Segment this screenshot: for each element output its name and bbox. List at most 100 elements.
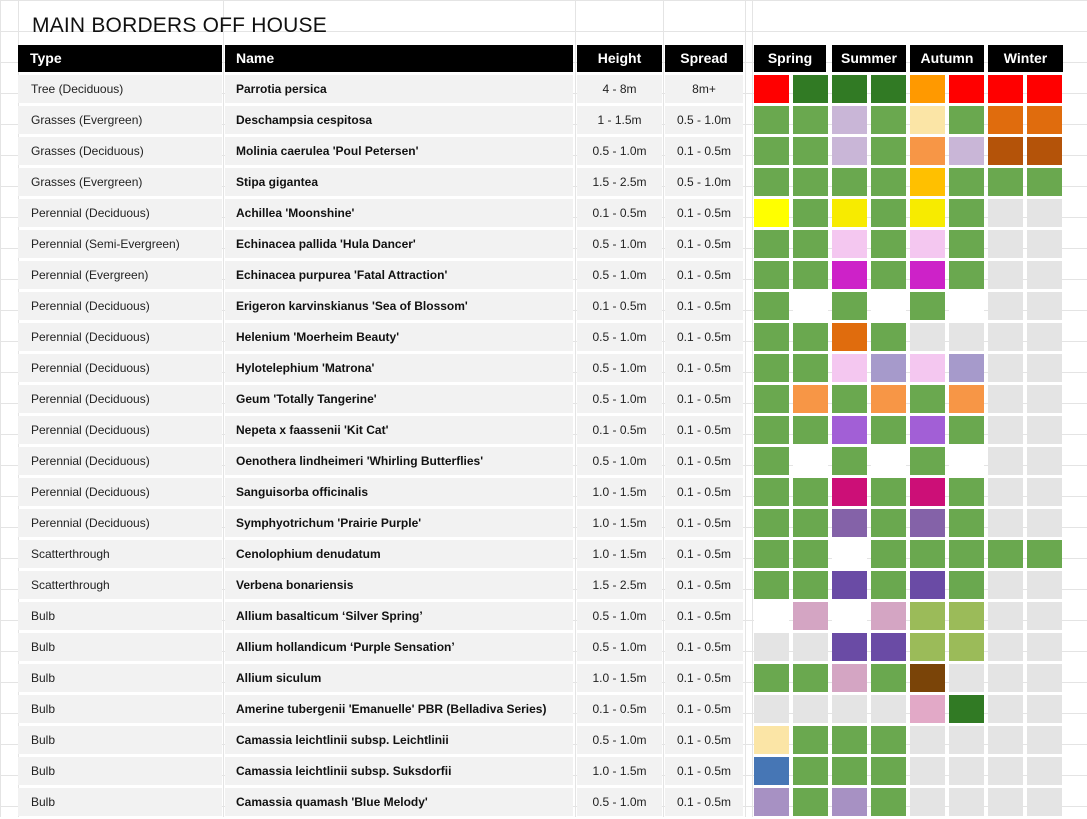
autumn-colour-cell[interactable] [910,602,945,630]
autumn-colour-cell[interactable] [949,75,984,103]
winter-colour-cell[interactable] [1027,230,1062,258]
spring-colour-cell[interactable] [793,385,828,413]
autumn-colour-cell[interactable] [910,478,945,506]
summer-colour-cell[interactable] [832,75,867,103]
winter-colour-cell[interactable] [988,664,1023,692]
winter-colour-cell[interactable] [988,726,1023,754]
spread-cell[interactable]: 0.1 - 0.5m [665,447,743,475]
height-cell[interactable]: 0.5 - 1.0m [577,230,662,258]
winter-colour-cell[interactable] [988,137,1023,165]
summer-colour-cell[interactable] [832,447,867,475]
summer-colour-cell[interactable] [832,416,867,444]
summer-colour-cell[interactable] [871,695,906,723]
height-cell[interactable]: 1.0 - 1.5m [577,540,662,568]
height-cell[interactable]: 0.1 - 0.5m [577,292,662,320]
summer-colour-cell[interactable] [832,292,867,320]
plant-name-cell[interactable]: Camassia leichtlinii subsp. Leichtlinii [225,726,573,754]
winter-colour-cell[interactable] [988,602,1023,630]
plant-type-cell[interactable]: Bulb [18,633,222,661]
autumn-colour-cell[interactable] [949,478,984,506]
plant-name-cell[interactable]: Erigeron karvinskianus 'Sea of Blossom' [225,292,573,320]
summer-colour-cell[interactable] [832,106,867,134]
spread-cell[interactable]: 0.1 - 0.5m [665,292,743,320]
winter-colour-cell[interactable] [988,199,1023,227]
winter-colour-cell[interactable] [1027,137,1062,165]
spring-colour-cell[interactable] [793,199,828,227]
spring-colour-cell[interactable] [793,137,828,165]
autumn-colour-cell[interactable] [910,230,945,258]
summer-colour-cell[interactable] [871,633,906,661]
autumn-colour-cell[interactable] [949,664,984,692]
spring-colour-cell[interactable] [754,540,789,568]
plant-name-cell[interactable]: Oenothera lindheimeri 'Whirling Butterfl… [225,447,573,475]
summer-colour-cell[interactable] [832,633,867,661]
header-spread[interactable]: Spread [665,45,743,72]
plant-name-cell[interactable]: Symphyotrichum 'Prairie Purple' [225,509,573,537]
spring-colour-cell[interactable] [754,292,789,320]
spread-cell[interactable]: 0.1 - 0.5m [665,695,743,723]
summer-colour-cell[interactable] [832,788,867,816]
autumn-colour-cell[interactable] [949,106,984,134]
autumn-colour-cell[interactable] [949,199,984,227]
autumn-colour-cell[interactable] [949,540,984,568]
plant-name-cell[interactable]: Deschampsia cespitosa [225,106,573,134]
autumn-colour-cell[interactable] [910,261,945,289]
summer-colour-cell[interactable] [871,168,906,196]
spread-cell[interactable]: 0.1 - 0.5m [665,323,743,351]
height-cell[interactable]: 4 - 8m [577,75,662,103]
autumn-colour-cell[interactable] [949,571,984,599]
winter-colour-cell[interactable] [1027,540,1062,568]
spread-cell[interactable]: 8m+ [665,75,743,103]
spring-colour-cell[interactable] [754,788,789,816]
plant-name-cell[interactable]: Geum 'Totally Tangerine' [225,385,573,413]
autumn-colour-cell[interactable] [949,416,984,444]
spring-colour-cell[interactable] [754,137,789,165]
autumn-colour-cell[interactable] [949,757,984,785]
header-height[interactable]: Height [577,45,662,72]
spring-colour-cell[interactable] [793,540,828,568]
spread-cell[interactable]: 0.1 - 0.5m [665,478,743,506]
winter-colour-cell[interactable] [1027,726,1062,754]
plant-type-cell[interactable]: Perennial (Deciduous) [18,385,222,413]
plant-type-cell[interactable]: Bulb [18,602,222,630]
plant-name-cell[interactable]: Achillea 'Moonshine' [225,199,573,227]
autumn-colour-cell[interactable] [949,447,984,475]
summer-colour-cell[interactable] [832,664,867,692]
plant-type-cell[interactable]: Grasses (Deciduous) [18,137,222,165]
winter-colour-cell[interactable] [1027,416,1062,444]
height-cell[interactable]: 0.1 - 0.5m [577,199,662,227]
autumn-colour-cell[interactable] [949,695,984,723]
summer-colour-cell[interactable] [832,726,867,754]
height-cell[interactable]: 1.0 - 1.5m [577,757,662,785]
header-type[interactable]: Type [18,45,222,72]
autumn-colour-cell[interactable] [910,695,945,723]
height-cell[interactable]: 0.5 - 1.0m [577,726,662,754]
height-cell[interactable]: 0.5 - 1.0m [577,323,662,351]
height-cell[interactable]: 0.5 - 1.0m [577,261,662,289]
autumn-colour-cell[interactable] [949,726,984,754]
spring-colour-cell[interactable] [793,633,828,661]
spread-cell[interactable]: 0.1 - 0.5m [665,199,743,227]
spring-colour-cell[interactable] [793,602,828,630]
autumn-colour-cell[interactable] [910,571,945,599]
summer-colour-cell[interactable] [871,199,906,227]
autumn-colour-cell[interactable] [949,509,984,537]
spread-cell[interactable]: 0.1 - 0.5m [665,230,743,258]
plant-name-cell[interactable]: Camassia quamash 'Blue Melody' [225,788,573,816]
summer-colour-cell[interactable] [871,323,906,351]
spread-cell[interactable]: 0.1 - 0.5m [665,354,743,382]
summer-colour-cell[interactable] [871,726,906,754]
plant-type-cell[interactable]: Perennial (Deciduous) [18,199,222,227]
header-winter[interactable]: Winter [988,45,1063,72]
spread-cell[interactable]: 0.1 - 0.5m [665,540,743,568]
plant-name-cell[interactable]: Echinacea pallida 'Hula Dancer' [225,230,573,258]
spread-cell[interactable]: 0.1 - 0.5m [665,571,743,599]
plant-type-cell[interactable]: Perennial (Semi-Evergreen) [18,230,222,258]
spring-colour-cell[interactable] [793,323,828,351]
spring-colour-cell[interactable] [754,509,789,537]
spring-colour-cell[interactable] [754,633,789,661]
summer-colour-cell[interactable] [871,478,906,506]
autumn-colour-cell[interactable] [910,633,945,661]
spread-cell[interactable]: 0.1 - 0.5m [665,664,743,692]
winter-colour-cell[interactable] [988,106,1023,134]
